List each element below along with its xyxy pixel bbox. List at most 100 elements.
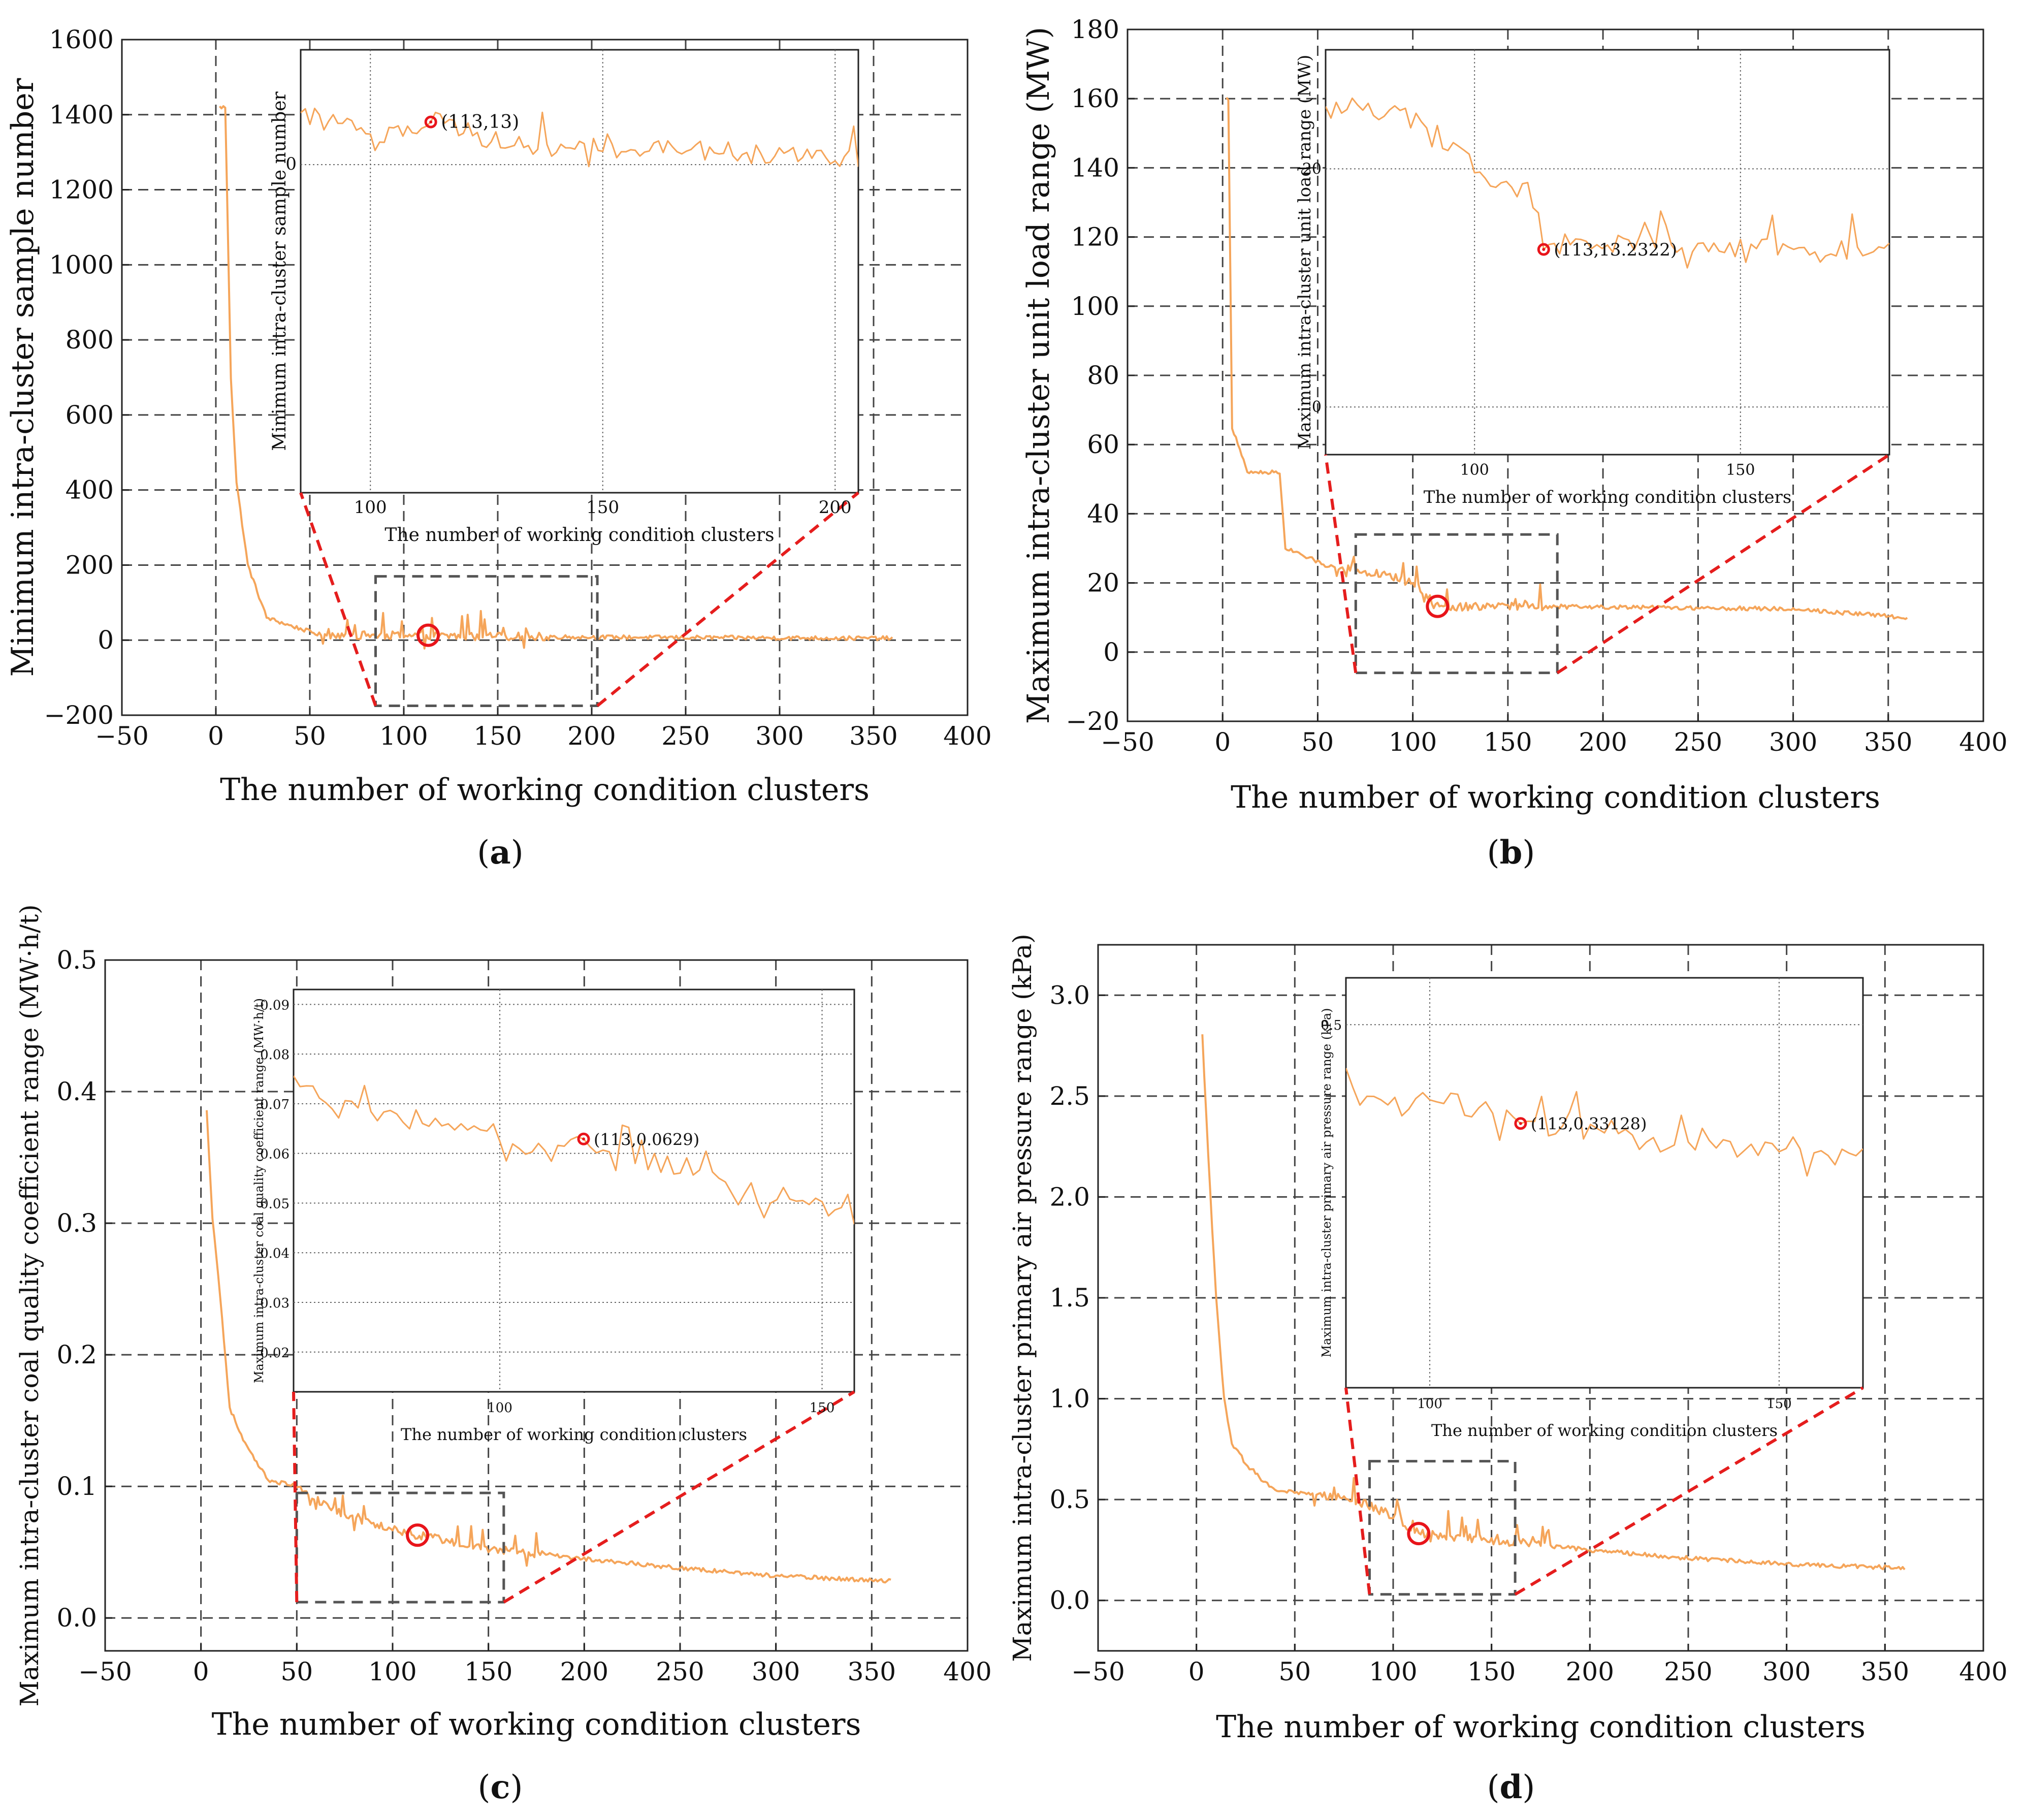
highlight-label: (113,13.2322) bbox=[1554, 240, 1677, 260]
inset-highlight-marker bbox=[577, 1132, 590, 1145]
highlight-marker bbox=[1426, 594, 1450, 618]
inset-frame bbox=[1345, 977, 1864, 1389]
zoom-box bbox=[295, 1491, 505, 1604]
y-tick-label: 1200 bbox=[49, 175, 114, 205]
x-tick-label: 50 bbox=[1302, 727, 1334, 757]
x-tick-label: 400 bbox=[943, 1657, 991, 1686]
x-tick-label: 50 bbox=[281, 1657, 313, 1686]
x-tick-label: 400 bbox=[1959, 1657, 2007, 1686]
panel-tag-a: (a) bbox=[477, 834, 523, 872]
y-tick-label: 0.0 bbox=[56, 1603, 97, 1633]
x-tick-label: 100 bbox=[368, 1657, 416, 1686]
inset-x-axis-label: The number of working condition clusters bbox=[1424, 487, 1792, 507]
zoom-connector-right bbox=[1556, 453, 1890, 675]
x-tick-label: 300 bbox=[755, 721, 803, 751]
inset-x-tick-label: 150 bbox=[1726, 461, 1755, 479]
x-tick-label: 300 bbox=[1762, 1657, 1811, 1686]
x-tick-label: 50 bbox=[1279, 1657, 1311, 1686]
zoom-connector-left bbox=[299, 492, 377, 707]
inset-y-tick-label: 20 bbox=[1302, 160, 1322, 178]
inset-x-tick-label: 150 bbox=[1766, 1396, 1792, 1412]
x-tick-label: −50 bbox=[95, 721, 149, 751]
x-tick-label: 250 bbox=[661, 721, 710, 751]
x-tick-label: 100 bbox=[379, 721, 428, 751]
x-tick-label: 400 bbox=[1959, 727, 2007, 757]
highlight-marker bbox=[1407, 1522, 1431, 1546]
y-tick-label: 0.0 bbox=[1049, 1586, 1090, 1615]
y-tick-label: 140 bbox=[1071, 153, 1119, 182]
y-tick-label: 0.3 bbox=[56, 1208, 97, 1238]
y-tick-label: 200 bbox=[66, 550, 114, 580]
inset-highlight-dot bbox=[1519, 1122, 1522, 1125]
inset-highlight-dot bbox=[429, 120, 433, 124]
x-axis-label: The number of working condition clusters bbox=[1231, 780, 1880, 815]
panel-tag-d: (d) bbox=[1487, 1768, 1535, 1806]
y-tick-label: −20 bbox=[1066, 707, 1119, 736]
inset-x-axis-label: The number of working condition clusters bbox=[384, 525, 774, 546]
y-axis-label: Maximum intra-cluster primary air pressu… bbox=[1008, 934, 1037, 1662]
zoom-box bbox=[374, 575, 599, 708]
panel-a: −50 0 50 100 150 200 250 300 350 400 −200 0 200 400 60… bbox=[5, 25, 992, 808]
x-tick-label: 200 bbox=[1579, 727, 1627, 757]
x-tick-label: 350 bbox=[849, 721, 897, 751]
inset-y-tick-label: 0 bbox=[285, 154, 297, 174]
series-line bbox=[218, 105, 893, 650]
inset-x-axis-label: The number of working condition clusters bbox=[401, 1425, 747, 1444]
x-tick-label: 400 bbox=[943, 721, 991, 751]
y-tick-label: 0.5 bbox=[56, 945, 97, 975]
x-tick-label: 0 bbox=[208, 721, 224, 751]
x-tick-label: 200 bbox=[1566, 1657, 1614, 1686]
inset-y-tick-label: 0.05 bbox=[260, 1196, 290, 1211]
y-tick-label: 160 bbox=[1071, 84, 1119, 113]
highlight-label: (113,0.0629) bbox=[594, 1130, 699, 1149]
highlight-label: (113,0.33128) bbox=[1531, 1114, 1647, 1134]
highlight-label: (113,13) bbox=[441, 112, 519, 133]
y-tick-label: 1.0 bbox=[1049, 1384, 1090, 1414]
series-line bbox=[206, 1110, 891, 1584]
zoom-connector-right bbox=[503, 1390, 855, 1604]
panel-b: −50 0 50 100 150 200 250 300 350 400−200204060801… bbox=[1021, 15, 2008, 815]
x-tick-label: 200 bbox=[567, 721, 616, 751]
y-tick-label: 2.5 bbox=[1049, 1081, 1090, 1111]
y-tick-label: 1600 bbox=[49, 25, 114, 54]
y-tick-label: 80 bbox=[1087, 361, 1119, 390]
inset-x-tick-label: 100 bbox=[487, 1400, 512, 1416]
inset-y-tick-label: 0.08 bbox=[260, 1047, 290, 1063]
x-tick-label: −50 bbox=[78, 1657, 132, 1686]
y-tick-label: 20 bbox=[1087, 568, 1119, 598]
x-tick-label: 100 bbox=[1369, 1657, 1417, 1686]
y-axis-label: Maximum intra-cluster coal quality coeff… bbox=[15, 904, 44, 1706]
x-tick-label: 0 bbox=[1188, 1657, 1205, 1686]
zoom-connector-right bbox=[1514, 1386, 1864, 1596]
y-tick-label: 0 bbox=[98, 625, 114, 655]
y-tick-label: 40 bbox=[1087, 499, 1119, 528]
inset-y-tick-label: 0.07 bbox=[260, 1097, 290, 1112]
x-tick-label: 200 bbox=[560, 1657, 608, 1686]
x-tick-label: 350 bbox=[1861, 1657, 1909, 1686]
x-tick-label: 150 bbox=[1484, 727, 1532, 757]
y-tick-label: 180 bbox=[1071, 15, 1119, 44]
inset-y-tick-label: 0.5 bbox=[1321, 1018, 1342, 1033]
inset-x-tick-label: 100 bbox=[1460, 461, 1489, 479]
zoom-connector-left bbox=[1344, 1387, 1371, 1595]
inset-x-tick-label: 100 bbox=[354, 497, 387, 518]
inset-y-axis-label: Minimum intra-cluster sample number bbox=[269, 91, 290, 451]
y-axis-label: Maximum intra-cluster unit load range (M… bbox=[1021, 27, 1056, 724]
y-tick-label: 0.4 bbox=[56, 1077, 97, 1106]
inset-highlight-marker bbox=[1514, 1117, 1527, 1130]
y-tick-label: 0.1 bbox=[56, 1472, 97, 1501]
panel-d: −50 0 50 100 150 200 250 300 350 400 0.0 0.5 1.0 1.5 2… bbox=[1008, 934, 2008, 1745]
panel-c: −50 0 50 100 150 200 250 300 350 400 0.0 0.1 0.2 0.3 0… bbox=[15, 904, 992, 1742]
inset-y-tick-label: 0.06 bbox=[260, 1147, 290, 1162]
x-axis-label: The number of working condition clusters bbox=[220, 772, 870, 808]
x-tick-label: −50 bbox=[1071, 1657, 1125, 1686]
inset-x-axis-label: The number of working condition clusters bbox=[1431, 1421, 1778, 1440]
inset-y-axis-label: Maximum intra-cluster coal quality coeff… bbox=[252, 998, 266, 1383]
inset-highlight-dot bbox=[1542, 248, 1546, 251]
y-tick-label: 120 bbox=[1071, 222, 1119, 252]
y-tick-label: 60 bbox=[1087, 430, 1119, 459]
x-tick-label: 250 bbox=[656, 1657, 704, 1686]
y-tick-label: 100 bbox=[1071, 292, 1119, 321]
x-tick-label: 250 bbox=[1674, 727, 1722, 757]
